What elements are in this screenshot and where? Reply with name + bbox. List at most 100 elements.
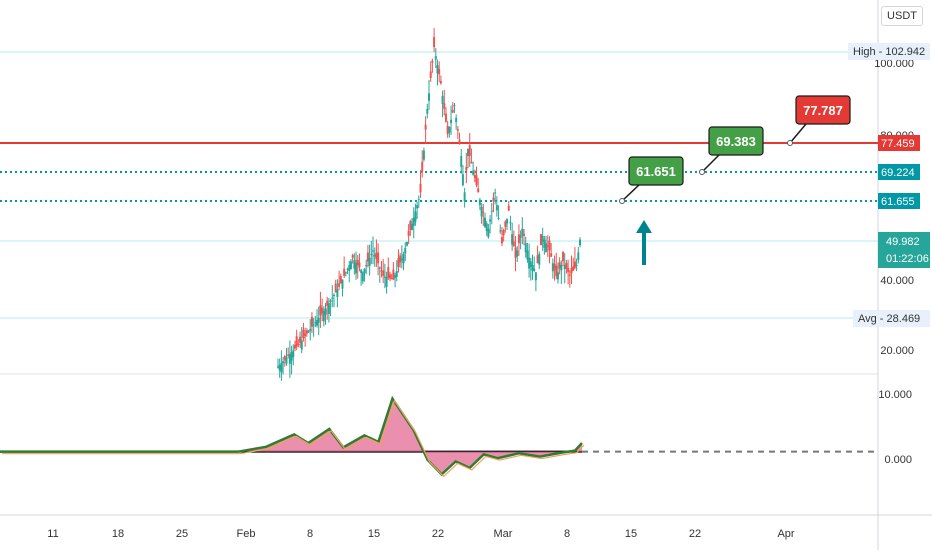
candle-body	[348, 265, 351, 271]
candle-body	[475, 175, 478, 186]
candle-body	[573, 261, 576, 268]
candle-body	[550, 253, 553, 257]
candle-body	[541, 235, 544, 242]
candle-body	[416, 205, 419, 209]
candle-body	[556, 272, 559, 280]
candle-body	[567, 267, 570, 273]
candle-body	[473, 174, 476, 178]
candle-body	[353, 260, 356, 269]
oscillator-area	[238, 398, 582, 475]
candle-body	[421, 161, 424, 172]
candle-body	[309, 329, 312, 331]
candle-body	[500, 237, 503, 244]
candle-body	[572, 266, 575, 271]
candle-body	[426, 108, 429, 114]
time-tick-label: 22	[432, 528, 444, 540]
candle-body	[334, 283, 337, 293]
candle-body	[461, 174, 464, 186]
candle-body	[523, 233, 526, 236]
candle-body	[439, 80, 442, 84]
candle-body	[390, 278, 393, 280]
level-tag-label: 61.655	[881, 196, 915, 208]
candle-body	[499, 230, 502, 232]
oscillator-tick-label: 10.000	[878, 389, 912, 401]
up-arrow-head	[636, 220, 652, 233]
candle-body	[411, 223, 414, 230]
candle-body	[558, 262, 561, 269]
candle-body	[363, 268, 366, 273]
candle-body	[339, 275, 342, 284]
candle-body	[453, 105, 456, 107]
candle-body	[285, 357, 288, 364]
candle-body	[316, 319, 319, 326]
candle-body	[526, 250, 529, 260]
candle-body	[536, 255, 539, 264]
level-tag-label: 69.224	[881, 167, 915, 179]
candle-body	[478, 199, 481, 206]
candle-body	[524, 243, 527, 253]
target-callout-label[interactable]: 77.787	[803, 103, 843, 118]
target-callout-label[interactable]: 61.651	[636, 164, 676, 179]
candle-body	[392, 269, 395, 280]
current-price-value: 49.982	[886, 236, 920, 248]
candle-body	[563, 265, 566, 270]
candle-body	[450, 119, 453, 124]
candle-body	[395, 271, 398, 277]
candle-body	[497, 217, 500, 219]
candle-body	[531, 265, 534, 271]
candle-body	[278, 364, 281, 371]
candle-body	[534, 272, 537, 281]
candle-body	[405, 242, 408, 246]
target-anchor	[699, 169, 705, 175]
time-tick-label: 18	[112, 528, 124, 540]
target-pointer	[789, 123, 807, 144]
candle-body	[458, 139, 461, 144]
candle-body	[295, 336, 298, 347]
candle-body	[366, 252, 369, 262]
candle-body	[436, 65, 439, 74]
candle-body	[372, 250, 375, 252]
candle-body	[370, 254, 373, 256]
candle-body	[529, 261, 532, 267]
target-pointer	[701, 154, 720, 173]
currency-unit-badge[interactable]: USDT	[881, 6, 923, 26]
candle-body	[568, 274, 571, 276]
candle-body	[546, 245, 549, 247]
target-callout-box[interactable]	[628, 156, 684, 186]
target-callout-box[interactable]	[708, 126, 764, 156]
time-tick-label: 22	[689, 528, 701, 540]
candle-body	[509, 222, 512, 224]
candle-body	[577, 252, 580, 260]
target-callout-label[interactable]: 69.383	[716, 134, 756, 149]
target-anchor	[787, 140, 793, 146]
candle-body	[424, 124, 427, 130]
current-price-countdown: 01:22:06	[886, 253, 929, 265]
candle-body	[443, 103, 446, 109]
candle-body	[575, 265, 578, 267]
candle-body	[388, 274, 391, 279]
candle-body	[417, 198, 420, 200]
candle-body	[399, 255, 402, 263]
candle-body	[336, 289, 339, 298]
candle-body	[516, 250, 519, 257]
target-callout-box[interactable]	[795, 95, 851, 125]
candle-body	[327, 303, 330, 314]
candle-body	[331, 297, 334, 299]
high-tag-label: High - 102.942	[853, 46, 925, 58]
candle-body	[397, 257, 400, 267]
candle-body	[358, 262, 361, 268]
candle-body	[329, 300, 332, 302]
price-tick-label: 40.000	[880, 275, 914, 287]
candle-body	[288, 354, 291, 364]
time-tick-label: 11	[47, 528, 58, 540]
candle-body	[512, 241, 515, 246]
candle-body	[326, 300, 329, 306]
candle-body	[344, 272, 347, 274]
candle-body	[314, 322, 317, 324]
candle-body	[480, 206, 483, 217]
candle-body	[528, 257, 531, 269]
time-tick-label: 8	[564, 528, 570, 540]
candle-body	[434, 56, 437, 60]
